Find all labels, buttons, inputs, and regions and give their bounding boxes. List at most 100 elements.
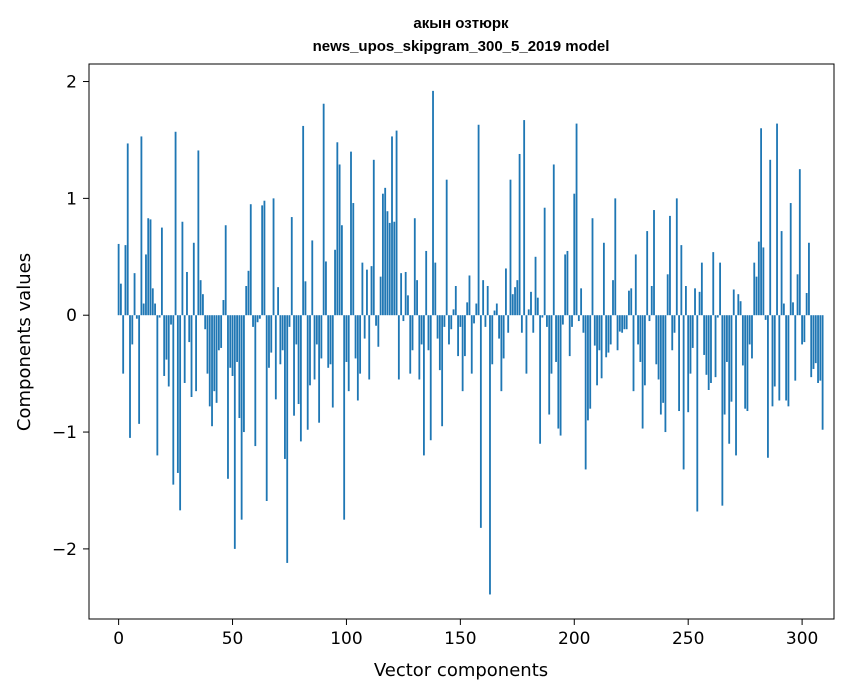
bar-106 <box>359 315 362 374</box>
bar-2 <box>122 315 125 374</box>
bar-277 <box>748 315 751 345</box>
bar-32 <box>190 315 193 397</box>
bar-216 <box>609 315 612 345</box>
bar-207 <box>589 315 592 409</box>
bar-230 <box>641 315 644 429</box>
bar-205 <box>584 315 587 470</box>
bar-35 <box>197 150 200 316</box>
bar-100 <box>345 315 348 362</box>
bar-286 <box>769 159 772 316</box>
bar-25 <box>174 131 177 316</box>
bar-201 <box>575 123 578 316</box>
y-axis-label: Components values <box>14 253 35 431</box>
bar-165 <box>493 310 496 316</box>
bar-116 <box>381 193 384 316</box>
bar-291 <box>780 231 783 316</box>
bar-91 <box>325 261 327 316</box>
bar-234 <box>650 286 653 316</box>
bar-256 <box>700 262 703 316</box>
bar-61 <box>256 315 259 323</box>
x-tick-label: 50 <box>222 629 244 649</box>
bar-105 <box>356 315 359 401</box>
bar-281 <box>757 241 760 316</box>
bar-308 <box>819 315 822 381</box>
bar-250 <box>687 315 690 413</box>
bar-96 <box>336 142 339 316</box>
bar-98 <box>340 225 343 316</box>
bar-163 <box>489 315 491 595</box>
bar-79 <box>297 315 300 405</box>
bar-108 <box>363 315 366 339</box>
bar-193 <box>557 315 560 429</box>
bar-62 <box>258 315 261 319</box>
bar-247 <box>680 245 683 316</box>
bar-73 <box>284 315 286 459</box>
bar-208 <box>591 218 594 316</box>
bar-175 <box>516 280 519 316</box>
x-tick-label: 100 <box>330 629 362 649</box>
bar-159 <box>479 315 482 528</box>
bar-279 <box>753 262 756 316</box>
bar-99 <box>343 315 346 520</box>
bar-214 <box>605 315 608 358</box>
bar-268 <box>728 315 731 444</box>
bar-80 <box>299 315 302 442</box>
bar-262 <box>714 315 717 378</box>
bar-88 <box>318 315 321 423</box>
bar-119 <box>388 222 391 316</box>
bar-13 <box>147 218 150 316</box>
bar-115 <box>379 276 382 316</box>
bar-23 <box>170 315 172 325</box>
bar-132 <box>418 315 421 380</box>
bar-69 <box>274 315 277 400</box>
bar-181 <box>530 291 532 316</box>
bar-155 <box>470 315 473 374</box>
bar-203 <box>580 288 583 316</box>
bar-242 <box>669 215 671 316</box>
bar-301 <box>803 315 806 343</box>
bar-7 <box>133 273 136 316</box>
bar-168 <box>500 315 503 392</box>
bar-14 <box>149 219 152 316</box>
bar-240 <box>664 315 667 433</box>
bar-85 <box>311 240 314 316</box>
bar-263 <box>716 315 719 318</box>
bar-57 <box>247 270 250 316</box>
bar-51 <box>233 315 236 549</box>
bar-264 <box>719 262 721 316</box>
bar-292 <box>782 303 785 316</box>
bar-287 <box>771 315 774 407</box>
bar-156 <box>473 315 475 324</box>
bar-167 <box>498 315 500 339</box>
bar-270 <box>732 289 735 316</box>
bar-199 <box>571 315 573 327</box>
bar-164 <box>491 315 494 365</box>
bar-134 <box>423 315 425 456</box>
x-tick-label: 300 <box>786 629 818 649</box>
bar-16 <box>154 303 156 316</box>
bar-76 <box>290 217 293 316</box>
chart-title-line2: news_upos_skipgram_300_5_2019 model <box>313 38 610 55</box>
bar-22 <box>167 315 170 387</box>
bar-68 <box>272 198 275 316</box>
bar-107 <box>361 262 364 316</box>
bar-210 <box>596 315 598 386</box>
bar-37 <box>202 294 204 316</box>
bar-173 <box>511 294 514 316</box>
bar-290 <box>778 315 781 401</box>
bar-18 <box>158 315 161 318</box>
bar-89 <box>320 315 323 359</box>
bar-101 <box>347 315 350 392</box>
bar-5 <box>129 315 131 438</box>
bar-75 <box>288 315 291 327</box>
bar-275 <box>744 315 747 409</box>
bar-121 <box>393 221 396 316</box>
x-tick-label: 150 <box>444 629 476 649</box>
bar-271 <box>735 315 737 456</box>
bar-299 <box>798 169 801 316</box>
bar-269 <box>730 315 733 402</box>
bar-95 <box>334 249 336 316</box>
bar-152 <box>464 315 466 357</box>
bar-213 <box>602 242 605 316</box>
bar-110 <box>368 315 371 380</box>
